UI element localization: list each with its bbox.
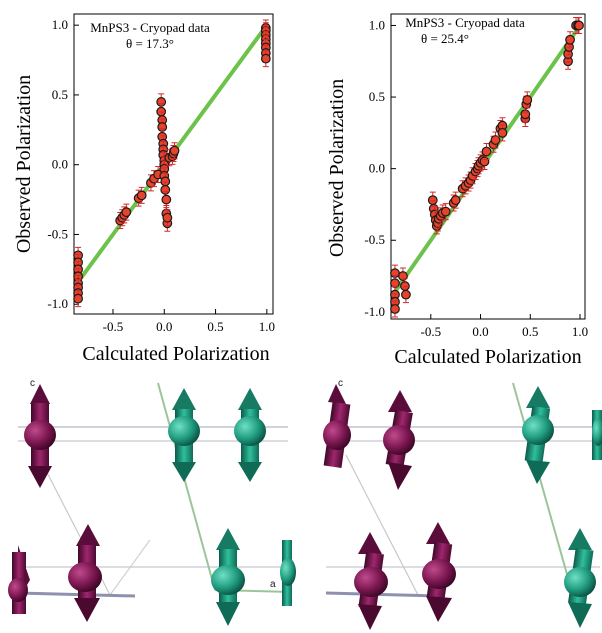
y-tick-label: 1.0 (369, 17, 385, 32)
data-point (136, 190, 147, 201)
data-point (400, 281, 410, 291)
data-point (161, 194, 172, 205)
data-point (427, 195, 438, 206)
data-point (574, 20, 584, 31)
chart-right: -0.5 0.0 0.5 1.0 -1.0 -0.5 0.0 0.5 1.0 MnPS3 - … (326, 13, 588, 368)
data-point (481, 146, 492, 157)
spin-purple-3 (8, 545, 30, 614)
unit-cell-edges (325, 382, 600, 598)
x-axis-label: Calculated Polarization (82, 343, 269, 365)
y-ticks: -1.0 -0.5 0.0 0.5 1.0 (47, 17, 79, 311)
y-tick-label: -0.5 (364, 232, 385, 247)
data-point (522, 95, 533, 105)
data-point (490, 135, 501, 145)
annotation-theta: θ = 17.3° (126, 36, 174, 51)
x-tick-label: 1.0 (572, 324, 588, 339)
data-point (160, 184, 171, 195)
spin-teal-1 (522, 386, 554, 484)
y-tick-label: 0.0 (52, 157, 68, 172)
data-points (73, 19, 271, 308)
spin-purple-2 (68, 524, 102, 622)
data-point (497, 127, 508, 138)
y-tick-label: 0.5 (369, 89, 385, 104)
x-tick-label: 0.5 (207, 319, 223, 334)
spin-purple-2 (383, 390, 415, 490)
data-point (169, 145, 180, 156)
y-axis-label: Observed Polarization (326, 79, 348, 257)
y-tick-label: 0.5 (52, 87, 68, 102)
data-point (565, 34, 575, 45)
annotation-dataset: MnPS3 - Cryopad data (90, 20, 210, 35)
data-point (390, 304, 400, 314)
plot-frame (73, 13, 274, 315)
spin-purple-1 (323, 384, 351, 468)
data-point (401, 289, 411, 300)
x-ticks: -0.5 0.0 0.5 1.0 (103, 309, 275, 334)
x-ticks: -0.5 0.0 0.5 1.0 (420, 314, 588, 339)
data-point (440, 206, 451, 217)
spin-teal-4 (280, 540, 296, 606)
x-tick-label: 0.5 (522, 324, 538, 339)
magnetic-structure-left: c a (8, 378, 296, 626)
spin-teal-3 (564, 528, 596, 628)
annotation-dataset: MnPS3 - Cryopad data (405, 15, 525, 30)
x-axis-label: Calculated Polarization (394, 346, 581, 368)
data-point (260, 53, 271, 64)
y-axis-label: Observed Polarization (13, 75, 35, 253)
spin-purple-1 (24, 384, 56, 488)
spin-purple-4 (422, 522, 456, 622)
annotation-theta: θ = 25.4° (421, 31, 469, 46)
data-point (450, 195, 461, 206)
chart-left: -0.5 0.0 0.5 1.0 -1.0 -0.5 0.0 0.5 1.0 MnPS3 - … (13, 13, 275, 365)
data-point (398, 271, 408, 281)
x-tick-label: 0.0 (472, 324, 488, 339)
data-point (121, 207, 132, 218)
spin-teal-2 (592, 410, 602, 460)
y-tick-label: 0.0 (369, 161, 385, 176)
data-point (73, 293, 84, 304)
data-point (520, 109, 531, 120)
plot-frame (390, 13, 586, 320)
spin-teal-2 (234, 388, 266, 482)
data-point (479, 156, 490, 167)
y-ticks: -1.0 -0.5 0.0 0.5 1.0 (364, 17, 396, 319)
data-point (162, 212, 173, 223)
spin-purple-3 (354, 532, 388, 630)
y-tick-label: -1.0 (47, 296, 68, 311)
axis-label-c: c (30, 378, 35, 389)
y-tick-label: -0.5 (47, 226, 68, 241)
y-tick-label: 1.0 (52, 17, 68, 32)
data-points (390, 16, 584, 318)
x-tick-label: 1.0 (259, 319, 275, 334)
axis-label-c: c (338, 378, 343, 389)
magnetic-structure-right: c a (323, 378, 602, 630)
axis-label-a: a (270, 579, 276, 590)
x-tick-label: -0.5 (420, 324, 441, 339)
y-tick-label: -1.0 (364, 304, 385, 319)
spin-teal-1 (168, 388, 200, 482)
x-tick-label: 0.0 (156, 319, 172, 334)
x-tick-label: -0.5 (103, 319, 124, 334)
spin-teal-3 (211, 528, 245, 626)
